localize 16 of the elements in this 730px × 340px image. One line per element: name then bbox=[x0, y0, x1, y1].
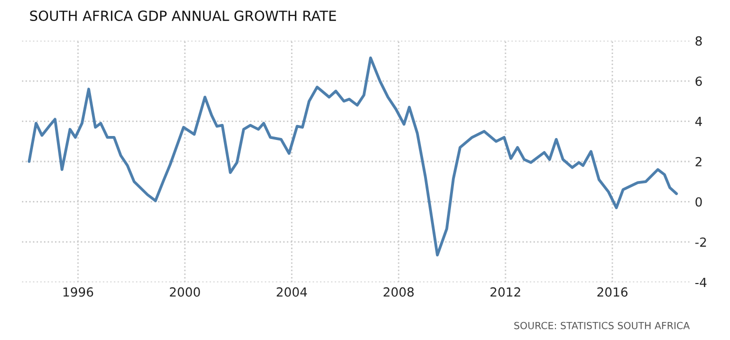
y-tick-label: 4 bbox=[695, 116, 702, 126]
x-tick-label: 1996 bbox=[63, 287, 94, 297]
chart-title: SOUTH AFRICA GDP ANNUAL GROWTH RATE bbox=[30, 10, 336, 22]
x-tick-label: 2012 bbox=[490, 287, 520, 297]
x-tick-label: 2008 bbox=[384, 287, 414, 297]
y-tick-label: 6 bbox=[696, 76, 702, 86]
y-tick-label: 0 bbox=[696, 197, 702, 207]
line-series bbox=[28, 56, 678, 256]
y-tick-label: 2 bbox=[696, 156, 702, 166]
y-tick-label: 8 bbox=[696, 36, 702, 46]
x-tick-label: 2004 bbox=[276, 287, 307, 297]
source-note: SOURCE: STATISTICS SOUTH AFRICA bbox=[514, 322, 690, 330]
x-tick-label: 2000 bbox=[170, 287, 200, 297]
x-tick-label: 2016 bbox=[597, 287, 628, 297]
y-tick-label: -2 bbox=[695, 237, 706, 247]
y-tick-label: -4 bbox=[695, 278, 706, 287]
